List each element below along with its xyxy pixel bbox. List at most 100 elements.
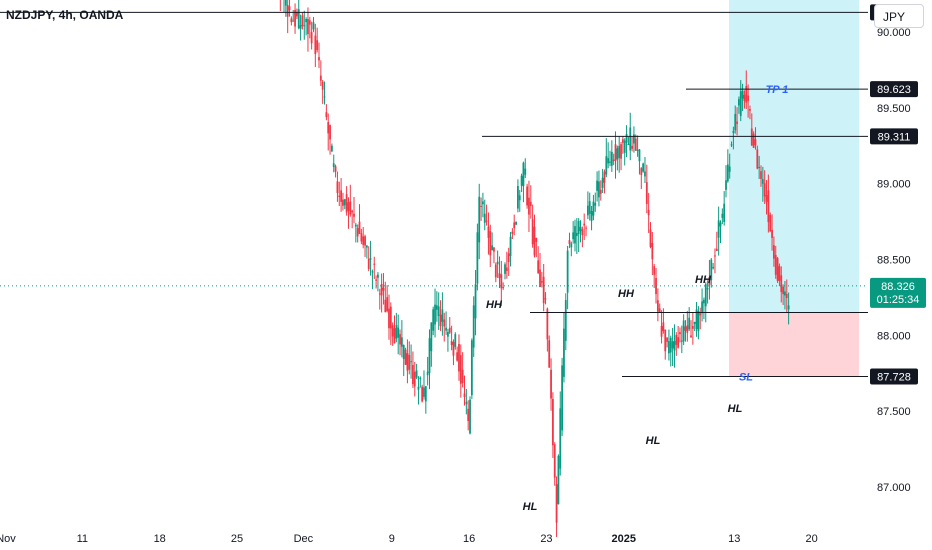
- candle-body: [721, 213, 724, 219]
- y-tick-label: 88.000: [877, 330, 911, 342]
- candle-body: [325, 112, 328, 118]
- candle-body: [284, 0, 287, 6]
- candle-body: [428, 338, 431, 373]
- candle-body: [588, 201, 591, 214]
- take-profit-zone: [729, 0, 859, 313]
- candle-body: [647, 209, 650, 216]
- candle-body: [572, 232, 575, 240]
- candle-body: [502, 287, 505, 289]
- candle-body: [772, 245, 775, 259]
- candle-body: [365, 245, 368, 248]
- candle-body: [334, 166, 337, 172]
- candle-body: [693, 322, 696, 324]
- candle-body: [389, 306, 392, 329]
- candle-body: [351, 210, 354, 213]
- candle-body: [627, 144, 630, 146]
- candle-body: [528, 197, 530, 215]
- candle-body: [347, 202, 350, 211]
- candle-body: [447, 331, 449, 337]
- candle-body: [607, 158, 610, 164]
- candle-body: [695, 309, 698, 330]
- candle-body: [504, 264, 506, 274]
- candle-body: [354, 224, 357, 227]
- candle-body: [332, 163, 335, 167]
- candle-body: [402, 344, 405, 360]
- candle-body: [445, 327, 447, 331]
- candle-body: [349, 201, 352, 215]
- candle-body: [682, 320, 685, 342]
- swing-label: HL: [646, 435, 661, 447]
- candle-body: [662, 322, 665, 331]
- candle-body: [500, 274, 503, 289]
- candle-body: [312, 22, 315, 30]
- candle-body: [301, 15, 304, 27]
- candle-body: [598, 181, 600, 198]
- candle-body: [723, 203, 726, 222]
- candle-body: [629, 127, 632, 151]
- candle-body: [679, 332, 681, 335]
- candle-body: [761, 179, 764, 184]
- candle-body: [649, 229, 652, 248]
- candle-body: [653, 266, 656, 275]
- candle-body: [421, 386, 424, 402]
- candle-body: [380, 283, 383, 296]
- candle-body: [329, 125, 331, 140]
- swing-label: HH: [486, 299, 503, 311]
- candle-body: [362, 236, 365, 245]
- candle-body: [327, 122, 330, 134]
- candle-body: [625, 134, 628, 143]
- candle-body: [623, 140, 626, 153]
- candle-body: [494, 264, 497, 278]
- candle-body: [579, 226, 582, 232]
- candle-body: [743, 94, 746, 101]
- candle-body: [321, 81, 324, 90]
- candle-body: [517, 186, 519, 209]
- candle-body: [435, 305, 438, 310]
- level-tag: SL: [739, 372, 753, 384]
- candle-body: [583, 223, 586, 226]
- candle-body: [592, 201, 595, 216]
- candle-body: [395, 325, 398, 339]
- y-tick-label: 90.000: [877, 27, 911, 39]
- candle-body: [485, 220, 488, 222]
- candle-body: [520, 175, 523, 186]
- candle-body: [691, 325, 694, 329]
- candle-body: [377, 274, 379, 278]
- candle-body: [360, 233, 363, 242]
- candle-body: [719, 222, 722, 227]
- candle-body: [765, 195, 768, 202]
- candle-body: [614, 144, 617, 161]
- candle-body: [533, 226, 536, 256]
- symbol-title: NZDJPY, 4h, OANDA: [6, 8, 124, 22]
- candle-body: [330, 145, 333, 152]
- candle-body: [345, 194, 348, 213]
- candle-body: [620, 144, 622, 159]
- candle-body: [404, 349, 407, 365]
- candle-body: [340, 190, 343, 202]
- candle-body: [537, 260, 540, 273]
- x-tick-label: Dec: [294, 533, 314, 545]
- candle-body: [701, 301, 703, 314]
- candle-body: [509, 236, 512, 256]
- candle-body: [590, 211, 593, 221]
- candle-body: [756, 149, 759, 169]
- candle-body: [605, 156, 608, 175]
- price-label-badge: [870, 128, 918, 145]
- candle-body: [544, 298, 547, 300]
- candle-body: [675, 335, 678, 345]
- candle-body: [434, 304, 436, 325]
- candle-body: [426, 371, 429, 376]
- candle-body: [369, 258, 372, 260]
- candle-body: [710, 259, 713, 281]
- candle-body: [631, 145, 633, 149]
- x-tick-label: 9: [389, 533, 395, 545]
- candle-body: [561, 365, 564, 431]
- candle-body: [511, 231, 514, 234]
- candle-body: [342, 199, 344, 206]
- x-tick-label: 2025: [612, 533, 636, 545]
- candle-body: [463, 393, 466, 398]
- candle-body: [688, 317, 691, 330]
- currency-selector[interactable]: JPY: [874, 4, 924, 28]
- swing-label: HH: [618, 288, 635, 300]
